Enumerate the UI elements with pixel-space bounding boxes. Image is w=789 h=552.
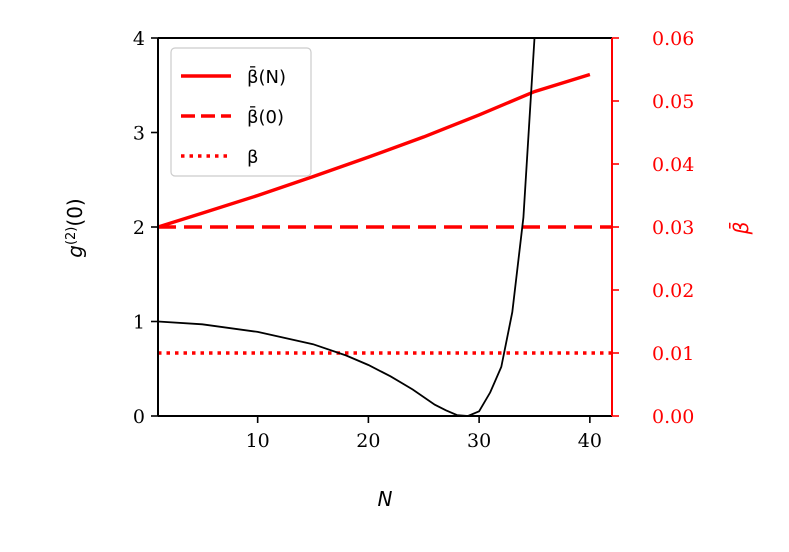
legend-label: β̄(0) <box>247 106 284 128</box>
y-axis-label-right: β̄ <box>728 221 753 235</box>
y-right-tick-label: 0.05 <box>652 91 694 113</box>
y-right-tick-label: 0.03 <box>652 217 694 239</box>
y-left-tick-label: 2 <box>133 217 145 239</box>
x-tick-label: 30 <box>467 430 491 452</box>
x-tick-label: 20 <box>356 430 380 452</box>
y-left-tick-label: 4 <box>133 28 145 50</box>
series-line-3 <box>158 38 536 416</box>
x-axis-label: N <box>378 487 393 511</box>
legend-box <box>170 47 312 177</box>
y-right-tick-label: 0.04 <box>652 154 694 176</box>
series-line-0 <box>158 72 591 229</box>
legend: β̄(N) β̄(0) β <box>170 47 312 177</box>
ticks: 10 20 30 40 0 1 2 3 4 0.00 0.01 0.02 0.03 0.04 0.05 0.0… <box>133 28 694 452</box>
svg-text:g(2)(0): g(2)(0) <box>63 198 87 257</box>
x-tick-label: 10 <box>246 430 270 452</box>
svg-text:β̄: β̄ <box>728 221 753 235</box>
legend-label: β̄(N) <box>247 66 286 88</box>
y-left-tick-label: 3 <box>133 123 145 145</box>
y-right-tick-label: 0.06 <box>652 28 694 50</box>
y-axis-label-left: g(2)(0) <box>63 198 87 257</box>
plot-lines <box>158 38 612 416</box>
y-right-tick-label: 0.00 <box>652 406 694 428</box>
y-left-tick-label: 0 <box>133 406 145 428</box>
x-tick-label: 40 <box>578 430 602 452</box>
y-left-tick-label: 1 <box>133 312 145 334</box>
legend-label: β <box>247 147 259 168</box>
y-right-tick-label: 0.01 <box>652 343 694 365</box>
y-right-tick-label: 0.02 <box>652 280 694 302</box>
